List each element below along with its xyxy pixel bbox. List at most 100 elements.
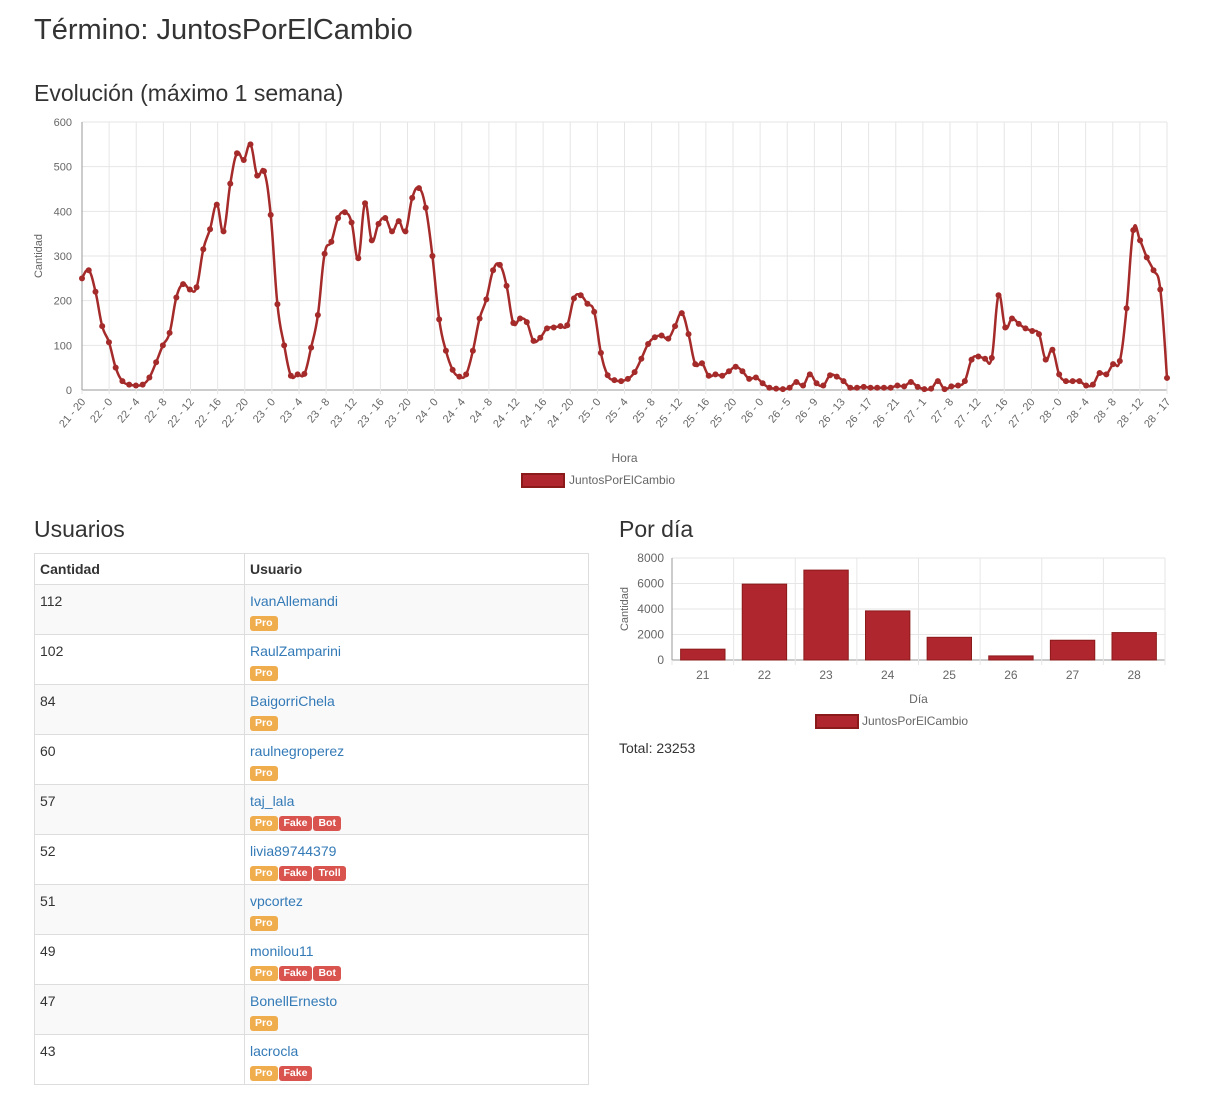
user-link[interactable]: IvanAllemandi <box>250 593 338 609</box>
data-point <box>375 220 382 227</box>
data-point <box>294 371 301 378</box>
x-tick-label: 24 - 0 <box>414 396 441 425</box>
user-link[interactable]: vpcortez <box>250 893 303 909</box>
fake-badge: Fake <box>278 1066 313 1081</box>
row-user-cell: BonellErnesto Pro <box>244 984 589 1035</box>
fake-badge: Fake <box>278 816 313 831</box>
user-link[interactable]: raulnegroperez <box>250 743 345 759</box>
data-point <box>982 355 989 362</box>
data-point <box>159 342 166 349</box>
user-link[interactable]: lacrocla <box>250 1043 299 1059</box>
row-user-cell: vpcortez Pro <box>244 884 589 935</box>
table-row: 49 monilou11 Pro Fake Bot <box>34 934 589 985</box>
row-user-cell: RaulZamparini Pro <box>244 634 589 685</box>
x-tick-label: 24 <box>881 668 895 682</box>
fake-badge: Fake <box>278 966 313 981</box>
data-point <box>975 353 982 360</box>
data-point <box>793 378 800 385</box>
user-link[interactable]: BaigorriChela <box>250 693 335 709</box>
x-tick-label: 24 - 20 <box>545 396 576 430</box>
user-link[interactable]: monilou11 <box>250 943 314 959</box>
x-tick-label: 25 - 16 <box>681 396 712 430</box>
y-tick-label: 300 <box>54 251 72 263</box>
data-point <box>415 185 422 192</box>
data-point <box>557 323 564 330</box>
y-tick-label: 6000 <box>637 577 664 591</box>
row-count: 51 <box>34 884 245 935</box>
data-point <box>402 228 409 235</box>
data-point <box>463 371 470 378</box>
data-point <box>207 226 214 233</box>
data-point <box>496 261 503 268</box>
user-link[interactable]: RaulZamparini <box>250 643 342 659</box>
x-tick-label: 26 - 0 <box>739 396 766 425</box>
user-link[interactable]: BonellErnesto <box>250 993 338 1009</box>
data-point <box>1042 356 1049 363</box>
row-count: 49 <box>34 934 245 985</box>
user-link[interactable]: taj_lala <box>250 793 295 809</box>
data-point <box>449 366 456 373</box>
data-point <box>530 337 537 344</box>
data-point <box>308 344 315 351</box>
table-row: 52 livia89744379 Pro Fake Troll <box>34 834 589 885</box>
x-tick-label: 23 - 12 <box>328 396 359 430</box>
x-tick-label: 21 - 20 <box>57 396 88 430</box>
data-point <box>948 383 955 390</box>
data-point <box>914 383 921 390</box>
data-point <box>469 347 476 354</box>
data-point <box>1130 227 1137 234</box>
data-point <box>389 228 395 235</box>
data-point <box>503 282 510 289</box>
y-tick-label: 0 <box>66 385 72 397</box>
x-tick-label: 25 - 12 <box>654 396 685 430</box>
y-tick-label: 400 <box>54 206 72 218</box>
data-point <box>604 372 611 379</box>
data-point <box>119 378 126 385</box>
x-tick-label: 25 - 20 <box>708 396 739 430</box>
x-tick-label: 27 - 20 <box>1006 396 1037 430</box>
pro-badge: Pro <box>250 766 278 781</box>
data-point <box>240 156 247 163</box>
data-point <box>813 380 820 387</box>
data-point <box>348 219 355 226</box>
data-point <box>820 382 827 389</box>
y-tick-label: 8000 <box>637 551 664 565</box>
table-row: 84 BaigorriChela Pro <box>34 684 589 735</box>
data-point <box>827 372 834 379</box>
x-tick-label: 28 - 0 <box>1038 396 1065 425</box>
data-point <box>773 385 780 392</box>
data-point <box>833 373 840 380</box>
data-point <box>281 342 288 349</box>
data-point <box>645 340 652 347</box>
data-point <box>651 334 658 341</box>
data-point <box>867 384 874 391</box>
badge-group: Pro <box>250 1013 583 1031</box>
x-tick-label: 24 - 4 <box>441 396 468 425</box>
data-point <box>422 204 429 211</box>
total-count: Total: 23253 <box>619 740 696 756</box>
row-user-cell: taj_lala Pro Fake Bot <box>244 784 589 835</box>
row-count: 102 <box>34 634 245 685</box>
data-point <box>705 372 712 379</box>
badge-group: Pro Fake Troll <box>250 863 583 881</box>
x-tick-label: 26 - 13 <box>817 396 848 430</box>
table-header-row: Cantidad Usuario <box>34 553 589 585</box>
data-point <box>537 334 544 341</box>
badge-group: Pro Fake <box>250 1063 583 1081</box>
data-point <box>719 372 726 379</box>
bar-day-21 <box>680 648 726 661</box>
x-tick-label: 23 - 0 <box>251 396 278 425</box>
data-point <box>1056 371 1063 378</box>
data-point <box>166 329 173 336</box>
pro-badge: Pro <box>250 1066 278 1081</box>
fake-badge: Fake <box>278 866 313 881</box>
data-point <box>672 323 679 330</box>
data-point <box>355 255 362 262</box>
data-point <box>220 228 227 235</box>
user-link[interactable]: livia89744379 <box>250 843 337 859</box>
data-point <box>395 218 402 225</box>
data-point <box>227 180 234 187</box>
data-point <box>1110 361 1117 368</box>
x-tick-label: 26 - 17 <box>844 396 875 430</box>
data-point <box>79 275 85 282</box>
